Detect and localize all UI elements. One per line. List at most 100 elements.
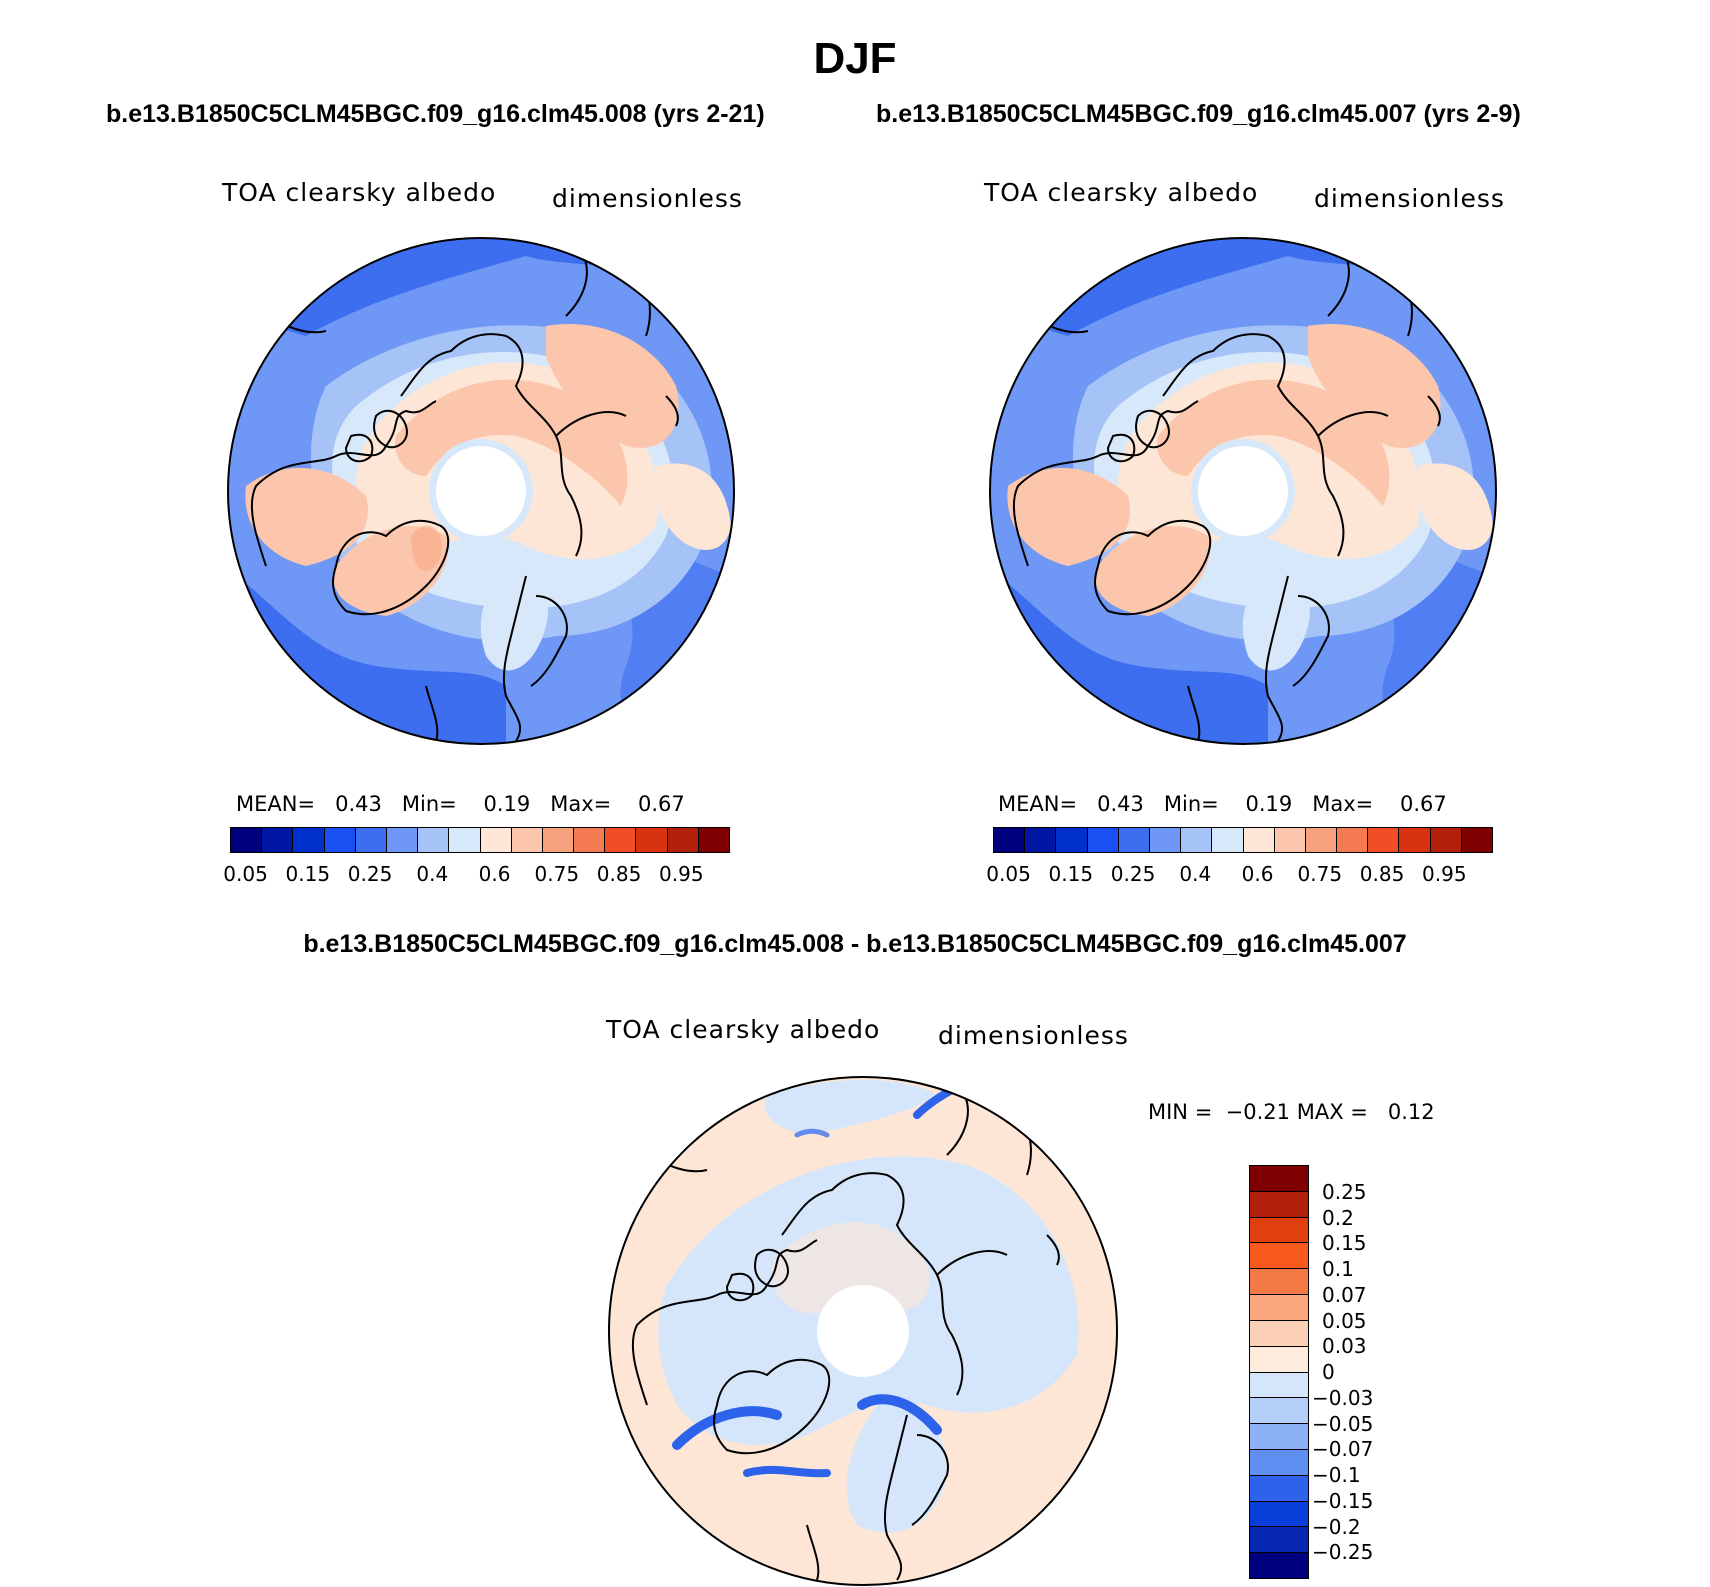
colorbar-swatch (1250, 1553, 1308, 1578)
colorbar-swatch (449, 828, 481, 852)
colorbar-tick-label: −0.03 (1312, 1385, 1374, 1410)
panel-left-units: dimensionless (552, 184, 743, 213)
colorbar-swatch (1250, 1217, 1308, 1244)
colorbar-swatch (386, 828, 419, 852)
diff-units: dimensionless (938, 1021, 1129, 1050)
diff-stats: MIN = −0.21 MAX = 0.12 (1148, 1100, 1435, 1124)
colorbar-tick-label: 0.03 (1322, 1334, 1367, 1359)
colorbar-swatch (542, 828, 575, 852)
colorbar-tick-label: 0.25 (347, 862, 393, 886)
colorbar-tick-label: 0.1 (1322, 1257, 1354, 1281)
colorbar-tick-label: 0.4 (1179, 862, 1212, 886)
colorbar-tick-label: 0.07 (1322, 1282, 1367, 1307)
colorbar-tick-label: 0.85 (596, 862, 642, 886)
panel-left-colorbar-ticks: 0.05 0.15 0.25 0.4 0.6 0.75 0.85 0.95 (223, 862, 728, 888)
diff-title: b.e13.B1850C5CLM45BGC.f09_g16.clm45.008 … (303, 930, 1407, 958)
colorbar-swatch (1149, 828, 1182, 852)
colorbar-tick-label: 0.15 (1322, 1231, 1367, 1256)
colorbar-swatch (511, 828, 543, 852)
coastlines-right (1007, 245, 1441, 742)
colorbar-swatch (355, 828, 387, 852)
diff-colorbar-ticks: 0.25 0.2 0.15 0.1 0.07 0.05 0.03 0 −0.03 −0.05 −0.… (1312, 1165, 1402, 1577)
colorbar-tick-label: 0.25 (1110, 862, 1156, 886)
colorbar-tick-label: 0 (1322, 1360, 1335, 1384)
colorbar-tick-label: −0.07 (1312, 1437, 1374, 1462)
colorbar-swatch (324, 828, 356, 852)
colorbar-tick-label: 0.2 (1322, 1205, 1354, 1230)
colorbar-tick-label: 0.05 (1322, 1308, 1367, 1333)
colorbar-swatch (480, 828, 512, 852)
polar-map-left (227, 237, 735, 745)
colorbar-swatch (1250, 1449, 1308, 1476)
colorbar-tick-label: 0.6 (1241, 862, 1274, 886)
panel-left-stats: MEAN= 0.43 Min= 0.19 Max= 0.67 (236, 792, 685, 816)
colorbar-swatch (1250, 1501, 1308, 1528)
panel-right-var-label: TOA clearsky albedo (984, 178, 1259, 207)
panel-right-units: dimensionless (1314, 184, 1505, 213)
colorbar-swatch (1118, 828, 1150, 852)
colorbar-swatch (1025, 828, 1057, 852)
colorbar-swatch (1250, 1166, 1308, 1192)
colorbar-tick-label: 0.4 (416, 862, 449, 886)
colorbar-tick-label: 0.15 (1048, 862, 1094, 886)
colorbar-swatch (418, 828, 450, 852)
panel-right-colorbar-ticks: 0.05 0.15 0.25 0.4 0.6 0.75 0.85 0.95 (986, 862, 1491, 888)
colorbar-swatch (1243, 828, 1275, 852)
colorbar-swatch (1430, 828, 1462, 852)
colorbar-swatch (1250, 1269, 1308, 1296)
colorbar-tick-label: −0.25 (1312, 1540, 1374, 1565)
colorbar-swatch (1250, 1295, 1308, 1321)
colorbar-tick-label: 0.95 (659, 862, 704, 886)
colorbar-tick-label: −0.1 (1312, 1463, 1361, 1487)
polar-map-diff (608, 1076, 1118, 1586)
colorbar-swatch (1399, 828, 1431, 852)
colorbar-tick-label: 0.15 (285, 862, 331, 886)
colorbar-tick-label: 0.05 (223, 862, 268, 886)
panel-right-run-title: b.e13.B1850C5CLM45BGC.f09_g16.clm45.007 … (876, 100, 1521, 128)
season-title: DJF (813, 34, 897, 83)
colorbar-swatch (994, 828, 1026, 852)
colorbar-tick-label: 0.6 (478, 862, 511, 886)
colorbar-tick-label: −0.15 (1312, 1488, 1374, 1513)
colorbar-swatch (1250, 1191, 1308, 1218)
colorbar-swatch (1181, 828, 1213, 852)
colorbar-swatch (1087, 828, 1119, 852)
colorbar-swatch (293, 828, 325, 852)
colorbar-swatch (1250, 1243, 1308, 1270)
colorbar-swatch (1250, 1320, 1308, 1347)
colorbar-tick-label: 0.85 (1359, 862, 1405, 886)
colorbar-swatch (231, 828, 263, 852)
colorbar-swatch (1368, 828, 1400, 852)
diff-colorbar (1249, 1165, 1309, 1579)
colorbar-swatch (1461, 828, 1492, 852)
colorbar-tick-label: 0.05 (986, 862, 1031, 886)
colorbar-swatch (636, 828, 668, 852)
colorbar-tick-label: 0.25 (1322, 1179, 1367, 1204)
colorbar-tick-label: −0.05 (1312, 1411, 1374, 1436)
colorbar-swatch (605, 828, 637, 852)
colorbar-swatch (1212, 828, 1244, 852)
panel-left-run-title: b.e13.B1850C5CLM45BGC.f09_g16.clm45.008 … (106, 100, 765, 128)
panel-right-colorbar (993, 827, 1493, 853)
colorbar-tick-label: 0.75 (534, 862, 580, 886)
colorbar-swatch (262, 828, 294, 852)
colorbar-swatch (698, 828, 729, 852)
colorbar-swatch (1250, 1346, 1308, 1373)
colorbar-swatch (1337, 828, 1369, 852)
colorbar-swatch (1250, 1424, 1308, 1450)
colorbar-tick-label: 0.75 (1297, 862, 1343, 886)
colorbar-swatch (1250, 1372, 1308, 1399)
colorbar-swatch (1250, 1527, 1308, 1554)
colorbar-swatch (1250, 1475, 1308, 1502)
polar-map-right (989, 237, 1497, 745)
panel-right-stats: MEAN= 0.43 Min= 0.19 Max= 0.67 (998, 792, 1447, 816)
colorbar-swatch (1274, 828, 1306, 852)
colorbar-swatch (1056, 828, 1088, 852)
panel-left-colorbar (230, 827, 730, 853)
diff-var-label: TOA clearsky albedo (606, 1015, 881, 1044)
colorbar-swatch (667, 828, 699, 852)
colorbar-tick-label: 0.95 (1422, 862, 1467, 886)
colorbar-swatch (1250, 1398, 1308, 1425)
colorbar-swatch (1305, 828, 1338, 852)
colorbar-swatch (574, 828, 606, 852)
